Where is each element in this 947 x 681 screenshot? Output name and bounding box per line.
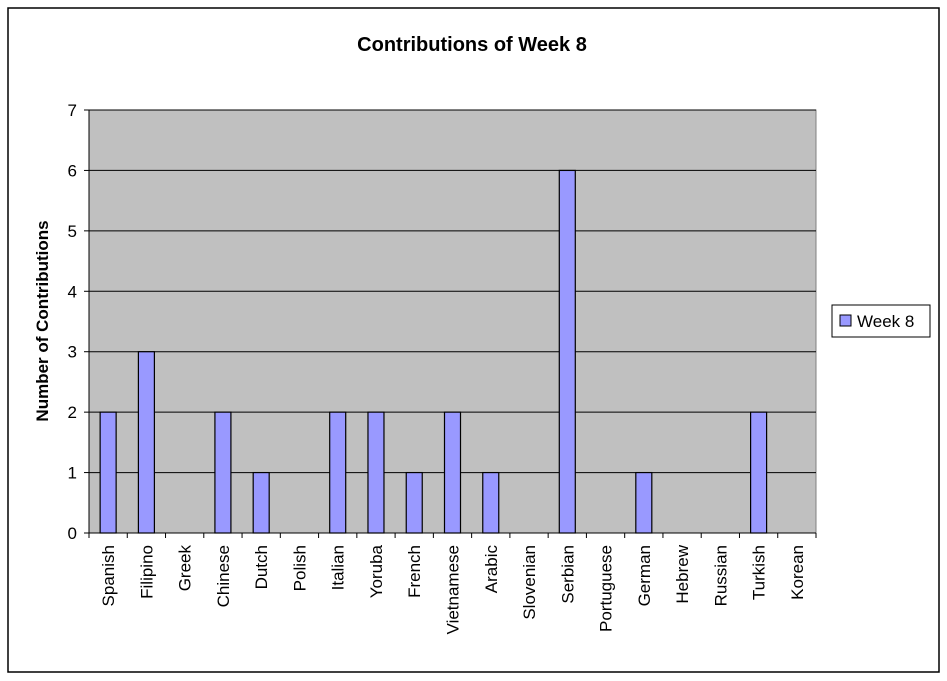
x-tick-label: Yoruba: [367, 544, 386, 598]
y-tick-label: 7: [68, 101, 77, 120]
y-axis-label: Number of Contributions: [33, 220, 52, 421]
bar-vietnamese: [443, 411, 462, 534]
y-tick-label: 0: [68, 524, 77, 543]
x-tick-label: French: [405, 545, 424, 598]
legend-swatch: [839, 314, 852, 327]
chart-title: Contributions of Week 8: [357, 34, 587, 56]
y-tick-label: 5: [68, 222, 77, 241]
x-tick-label: Slovenian: [520, 545, 539, 620]
x-tick-label: Turkish: [750, 545, 769, 600]
bar-filipino: [137, 351, 155, 534]
bar-turkish: [750, 411, 768, 534]
bar-yoruba: [367, 411, 385, 534]
x-tick-label: Polish: [290, 545, 309, 591]
x-tick-label: Dutch: [252, 545, 271, 589]
x-tick-label: Korean: [788, 545, 807, 600]
x-tick-label: Chinese: [214, 545, 233, 607]
x-tick-label: Filipino: [137, 545, 156, 599]
x-tick-label: Hebrew: [673, 544, 692, 603]
y-tick-label: 6: [68, 161, 77, 180]
y-tick-label: 3: [68, 343, 77, 362]
x-tick-label: Vietnamese: [444, 545, 463, 634]
bar-chinese: [214, 411, 232, 534]
y-tick-label: 2: [68, 403, 77, 422]
x-tick-label: Arabic: [482, 545, 501, 594]
bar-italian: [329, 411, 347, 534]
bar-spanish: [99, 411, 117, 534]
x-axis-ticks: Spanish Filipino Greek Chinese Dutch Polish It…: [88, 532, 817, 634]
x-tick-label: German: [635, 545, 654, 606]
bars: [99, 169, 768, 534]
y-axis-ticks: 0 1 2 3 4 5 6 7: [68, 101, 90, 543]
x-tick-label: Spanish: [99, 545, 118, 606]
legend-box: [831, 304, 931, 338]
y-tick-label: 4: [68, 282, 77, 301]
x-tick-label: Serbian: [558, 545, 577, 604]
x-tick-label: Greek: [176, 545, 195, 592]
bar-arabic: [482, 471, 500, 534]
x-tick-label: Portuguese: [597, 545, 616, 632]
y-tick-label: 1: [68, 464, 77, 483]
bar-dutch: [252, 471, 270, 534]
legend: Week 8: [831, 304, 931, 338]
bar-german: [635, 471, 653, 534]
x-tick-label: Russian: [711, 545, 730, 606]
x-tick-label: Italian: [329, 545, 348, 590]
bar-serbian: [558, 169, 576, 534]
bar-french: [405, 471, 423, 534]
legend-label: Week 8: [857, 312, 914, 331]
